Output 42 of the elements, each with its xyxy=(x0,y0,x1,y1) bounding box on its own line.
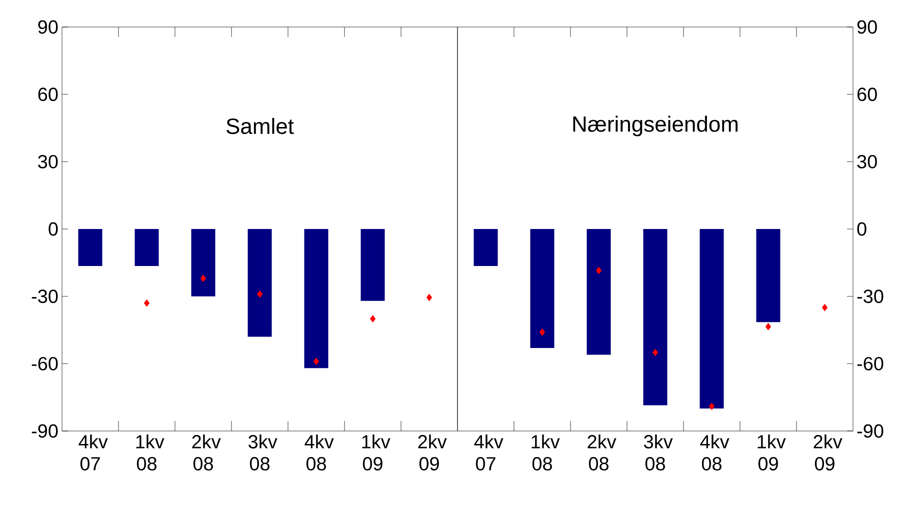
y-tick-label: -30 xyxy=(857,290,884,304)
x-tick-label: 2kv 08 xyxy=(192,434,221,470)
y-tick-label: 60 xyxy=(38,88,58,102)
y-tick-label: -90 xyxy=(32,424,58,438)
x-tick-label: 1kv 09 xyxy=(758,434,786,470)
text: Næringseiendom xyxy=(573,116,738,136)
point xyxy=(426,294,432,302)
point xyxy=(822,304,828,312)
y-tick-label: 90 xyxy=(38,20,58,34)
x-tick-label: 2kv 09 xyxy=(418,434,447,470)
point xyxy=(652,348,658,356)
y-tick-label: -30 xyxy=(32,290,58,304)
x-tick-label: 3kv 08 xyxy=(248,434,278,470)
point xyxy=(370,315,376,322)
y-tick-label: -90 xyxy=(857,424,884,438)
x-tick-label: 4kv 08 xyxy=(304,434,334,470)
point xyxy=(708,402,715,410)
x-tick-label: 4kv 07 xyxy=(474,434,504,470)
point xyxy=(539,328,546,336)
point xyxy=(765,322,772,330)
y-tick-label: 30 xyxy=(857,154,877,168)
x-tick-label: 2kv 09 xyxy=(814,434,842,470)
y-tick-label: 0 xyxy=(48,222,58,236)
x-tick-label: 4kv 07 xyxy=(78,434,108,470)
y-tick-label: -60 xyxy=(32,356,58,370)
x-tick-label: 1kv 08 xyxy=(136,434,164,470)
point xyxy=(200,274,206,282)
y-tick-label: -60 xyxy=(857,356,884,370)
x-tick-label: 1kv 08 xyxy=(532,434,560,470)
point xyxy=(256,290,263,298)
point xyxy=(313,358,320,366)
y-tick-label: 0 xyxy=(857,222,866,236)
y-tick-label: 90 xyxy=(857,20,877,34)
x-tick-label: 4kv 08 xyxy=(700,434,730,470)
x-tick-label: 3kv 08 xyxy=(644,434,673,470)
x-tick-label: 2kv 08 xyxy=(588,434,616,470)
y-tick-label: 60 xyxy=(857,88,877,102)
text: Samlet xyxy=(226,118,294,134)
y-tick-label: 30 xyxy=(38,154,58,168)
x-tick-label: 1kv 09 xyxy=(362,434,390,470)
point xyxy=(596,266,602,274)
point xyxy=(144,299,150,307)
